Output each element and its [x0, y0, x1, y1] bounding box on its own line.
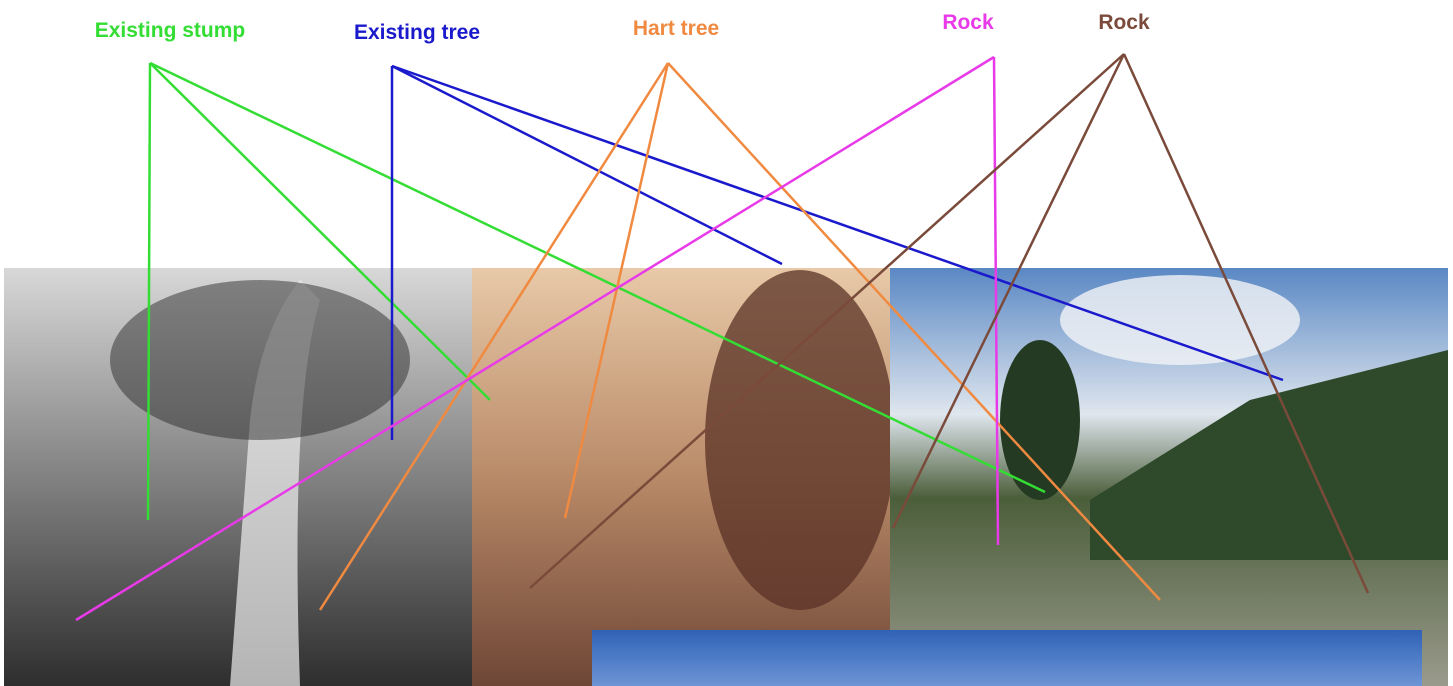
figure: Existing stump Existing tree Hart tree R…	[0, 0, 1453, 686]
label: Existing tree	[354, 21, 480, 44]
photo-bottom	[592, 630, 1422, 686]
label: Existing stump	[95, 19, 246, 42]
pine	[705, 270, 895, 610]
label: Hart tree	[633, 17, 719, 40]
label: Rock	[942, 11, 994, 34]
label: Rock	[1098, 11, 1150, 34]
tree-crown	[110, 280, 410, 440]
pointer	[392, 66, 782, 264]
cloud	[1060, 275, 1300, 365]
